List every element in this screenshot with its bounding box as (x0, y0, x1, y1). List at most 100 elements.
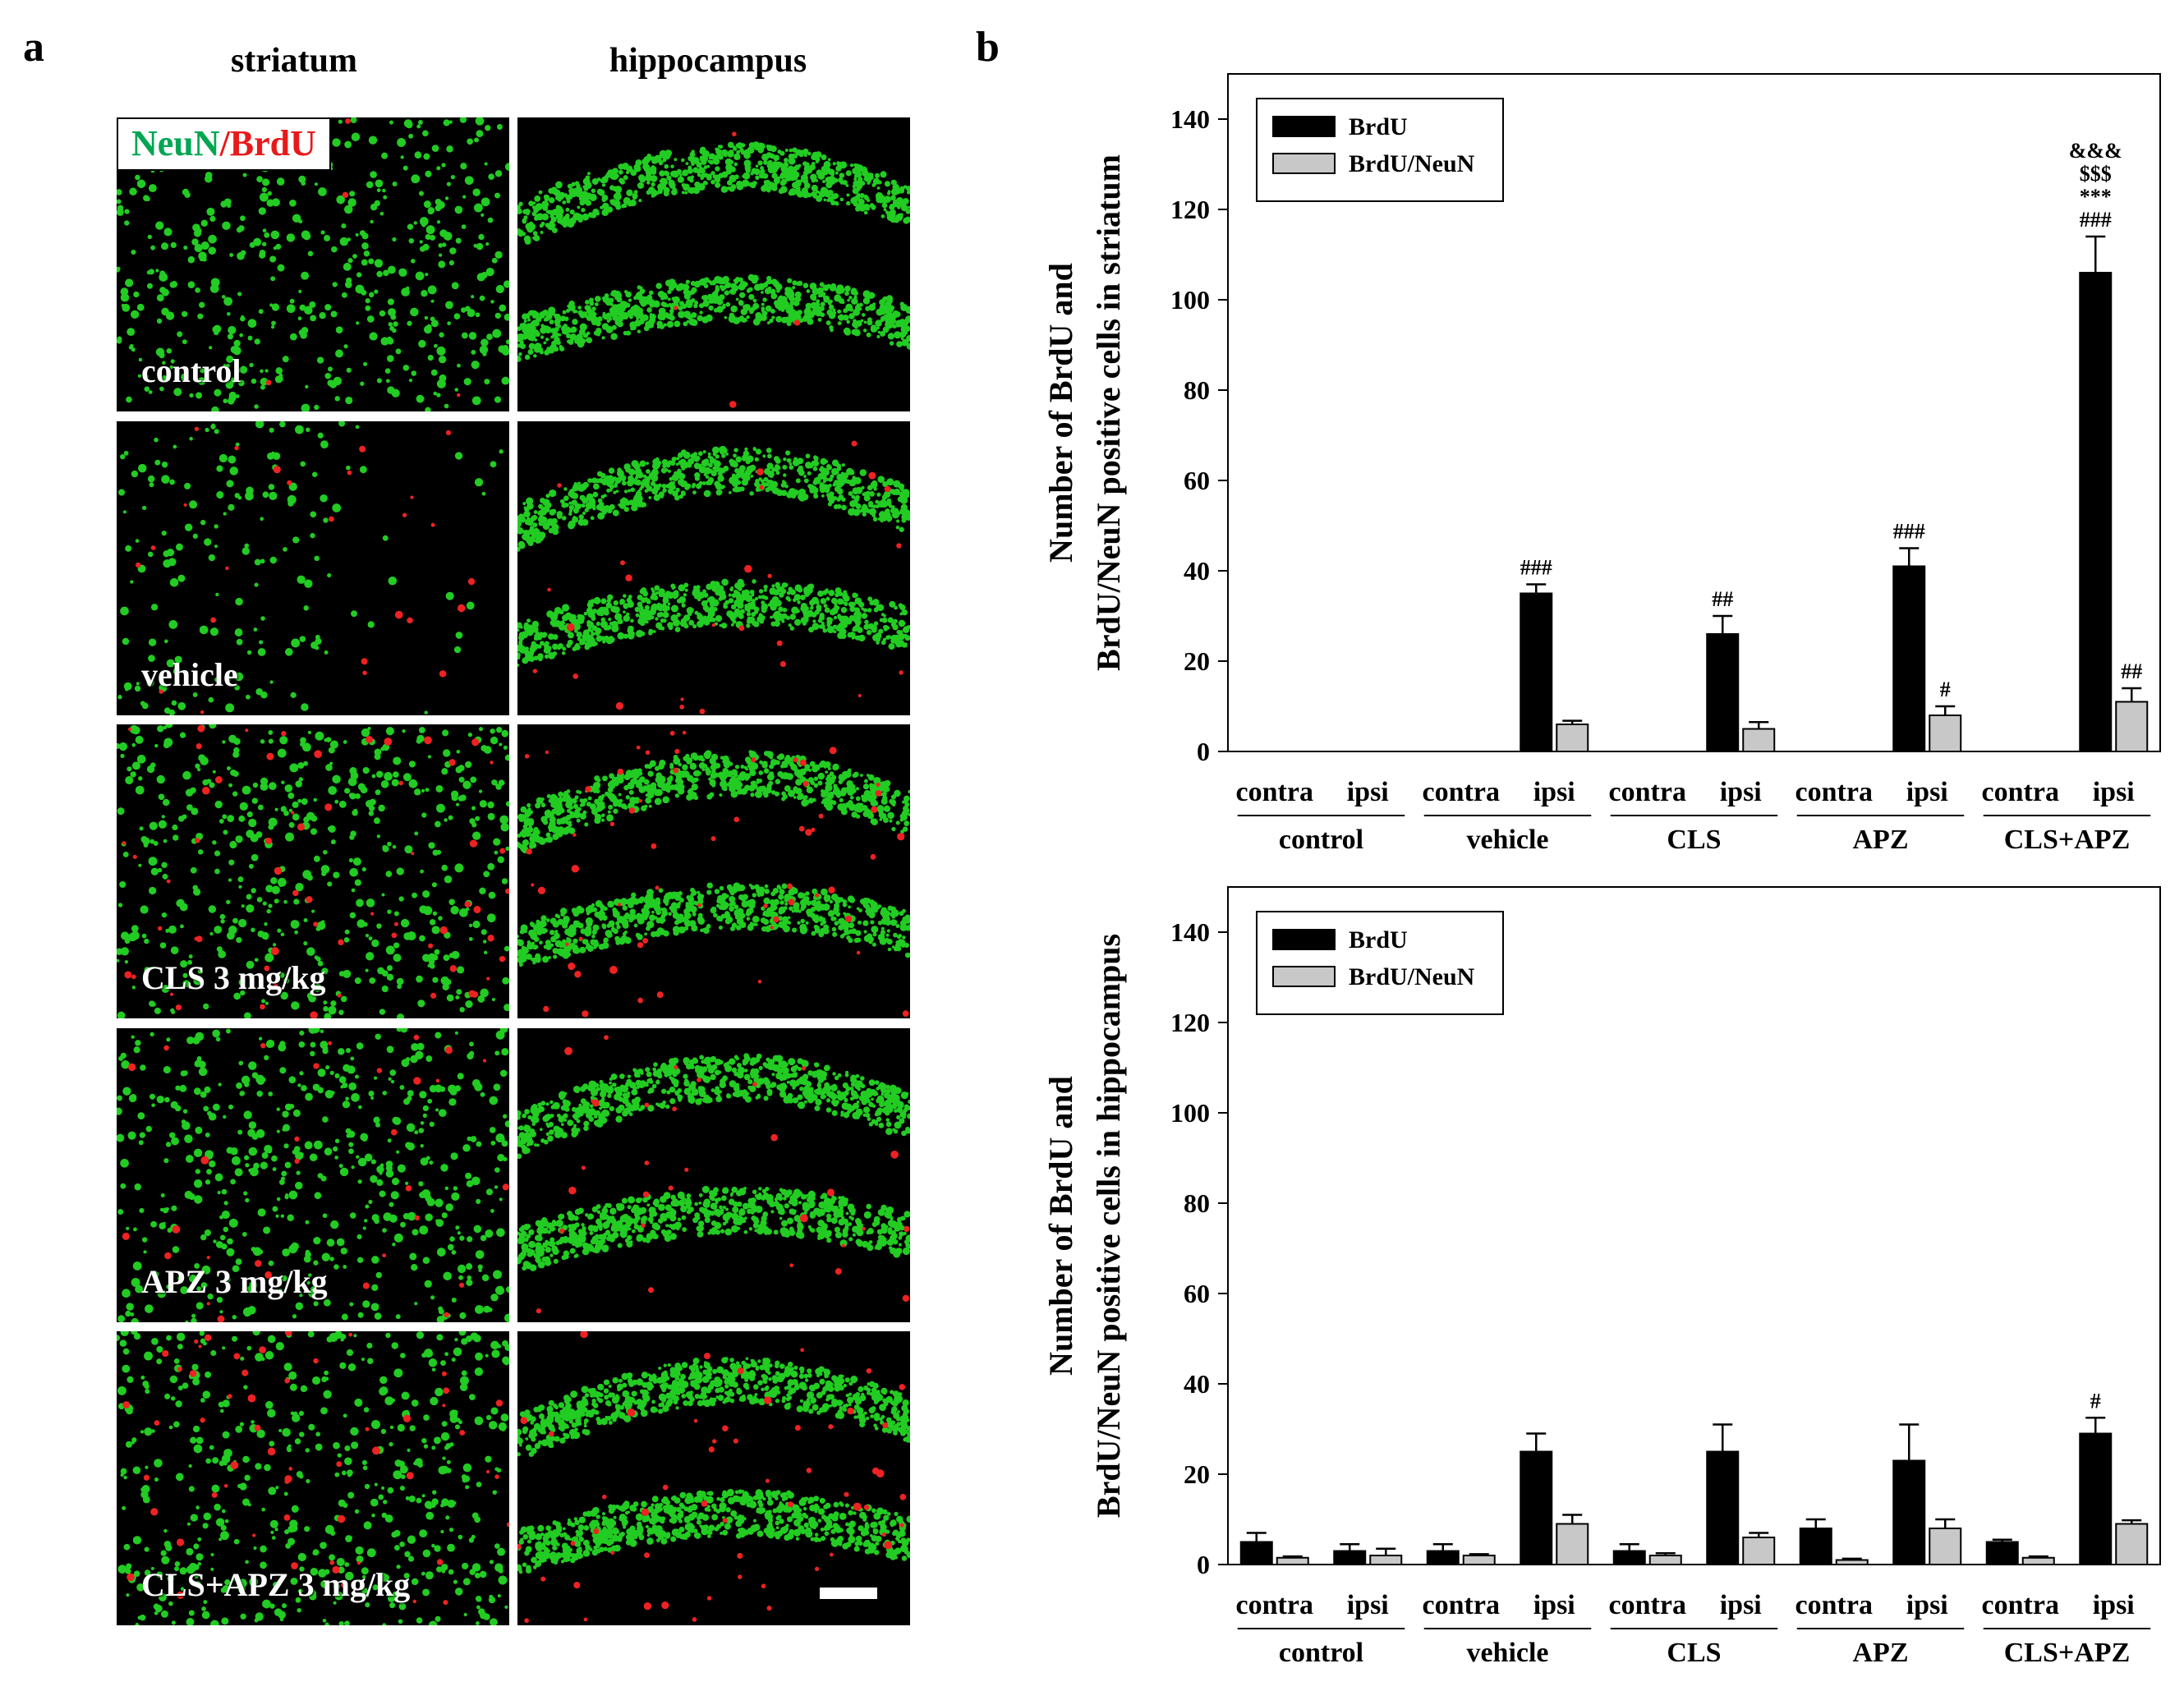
micrograph-image (517, 1331, 910, 1624)
y-tick-label: 120 (1170, 195, 1210, 224)
scale-bar (820, 1588, 877, 1599)
x-side-label: ipsi (2093, 777, 2135, 807)
group-label: CLS (1667, 1638, 1721, 1668)
striatum-bar-chart-svg: 0 20 40 60 80 100 120 140 Number of BrdU and BrdU… (1042, 73, 2161, 855)
brdu-neun-bar (1648, 1555, 1682, 1565)
brdu-neun-bar (1742, 1537, 1776, 1565)
x-side-label: contra (1609, 1590, 1686, 1620)
x-side-label: ipsi (1720, 777, 1762, 807)
brdu-neun-bar (1462, 1555, 1496, 1565)
y-tick-label: 0 (1197, 1550, 1210, 1579)
x-side-label: contra (1795, 777, 1873, 807)
brdu-neun-bar (1369, 1555, 1403, 1565)
y-axis-label-line: BrdU/NeuN positive cells in hippocampus (1090, 934, 1127, 1518)
y-tick-label: 100 (1170, 1098, 1210, 1128)
column-title-hippocampus: hippocampus (609, 42, 807, 80)
legend-box (1256, 911, 1504, 1015)
brdu-bar (2079, 272, 2113, 752)
x-side-label: ipsi (1347, 1590, 1389, 1620)
legend-box (1256, 98, 1504, 202)
striatum-micrograph-row-5: CLS+APZ 3 mg/kg (117, 1331, 509, 1625)
brdu-neun-bar (1556, 1523, 1589, 1565)
micrograph-image (117, 1028, 509, 1322)
brdu-neun-bar (2021, 1556, 2055, 1565)
y-tick-label: 60 (1184, 466, 1210, 495)
x-side-label: ipsi (1906, 1590, 1948, 1620)
brdu-neun-bar (1556, 724, 1589, 752)
micrograph-image (117, 1331, 509, 1625)
brdu-bar (1333, 1550, 1367, 1565)
micrograph-image (117, 724, 509, 1018)
micrograph-image (517, 440, 910, 715)
y-tick-label: 120 (1170, 1008, 1210, 1037)
treatment-label: CLS 3 mg/kg (141, 959, 326, 996)
y-tick-label: 20 (1184, 1459, 1210, 1489)
x-side-label: ipsi (1906, 777, 1948, 807)
hippocampus-micrograph-row-4 (517, 1028, 910, 1322)
y-tick-label: 140 (1170, 104, 1210, 134)
x-side-label: ipsi (1347, 777, 1389, 807)
group-label: control (1279, 825, 1363, 855)
micrograph-image (517, 131, 910, 408)
hippocampus-chart: 0 20 40 60 80 100 120 140 Number of BrdU and BrdU… (1018, 871, 2168, 1688)
hippocampus-micrograph-row-2 (517, 421, 910, 715)
panel-a-letter: a (23, 24, 44, 71)
y-axis-label-line: Number of BrdU and (1042, 263, 1079, 563)
y-axis-label-line: Number of BrdU and (1042, 1076, 1079, 1376)
stain-legend-box: NeuN/BrdU (117, 117, 331, 171)
significance-annotation: # (2090, 1389, 2101, 1413)
hippocampus-micrograph-row-1 (517, 117, 910, 411)
brdu-bar (1892, 1459, 1926, 1565)
treatment-label: APZ 3 mg/kg (141, 1263, 328, 1300)
brdu-neun-bar (1929, 1528, 1962, 1565)
significance-annotation: &&& (2069, 139, 2122, 163)
brdu-neun-bar (1929, 715, 1962, 752)
brdu-bar (1706, 1450, 1740, 1565)
brdu-bar (1612, 1550, 1646, 1565)
plot-frame (1227, 73, 2161, 752)
significance-annotation: # (1940, 678, 1951, 701)
brdu-neun-legend-swatch (1272, 153, 1336, 174)
x-side-label: contra (1236, 1590, 1313, 1620)
brdu-bar (1520, 1450, 1553, 1565)
significance-annotation: $$$ (2080, 162, 2112, 186)
stain-separator: / (219, 123, 230, 163)
striatum-micrograph-row-3: CLS 3 mg/kg (117, 724, 509, 1018)
significance-annotation: ## (2121, 659, 2142, 683)
brdu-bar (1520, 592, 1553, 752)
group-label: CLS+APZ (2004, 825, 2131, 855)
brdu-neun-bar (1835, 1559, 1869, 1565)
legend-label: BrdU/NeuN (1349, 963, 1475, 990)
x-side-label: contra (1982, 777, 2059, 807)
x-side-label: contra (1423, 777, 1500, 807)
group-label: control (1279, 1638, 1363, 1668)
x-side-label: ipsi (1720, 1590, 1762, 1620)
x-side-label: contra (1236, 777, 1313, 807)
hippocampus-micrograph-row-3 (517, 724, 910, 1018)
striatum-chart: 0 20 40 60 80 100 120 140 Number of BrdU and BrdU… (1018, 57, 2168, 875)
brdu-bar (1799, 1528, 1832, 1565)
x-side-label: ipsi (1533, 777, 1575, 807)
significance-annotation: ### (1893, 520, 1925, 544)
brdu-bar (1985, 1541, 2019, 1565)
striatum-micrograph-row-2: vehicle (117, 421, 509, 715)
brdu-bar (1426, 1550, 1460, 1565)
y-tick-label: 0 (1197, 737, 1210, 766)
y-tick-label: 20 (1184, 646, 1210, 676)
y-tick-label: 100 (1170, 285, 1210, 315)
y-tick-label: 140 (1170, 917, 1210, 947)
striatum-micrograph-row-4: APZ 3 mg/kg (117, 1028, 509, 1322)
y-tick-label: 60 (1184, 1279, 1210, 1308)
legend-label: BrdU (1349, 926, 1408, 953)
legend-label: BrdU (1349, 113, 1408, 140)
treatment-label: vehicle (141, 656, 238, 693)
column-title-striatum: striatum (231, 42, 357, 80)
micrograph-image (517, 1035, 910, 1314)
legend-label: BrdU/NeuN (1349, 150, 1475, 177)
brdu-neun-legend-swatch (1272, 966, 1336, 987)
y-tick-label: 80 (1184, 1188, 1210, 1218)
treatment-label: CLS+APZ 3 mg/kg (141, 1566, 411, 1603)
x-side-label: contra (1982, 1590, 2059, 1620)
significance-annotation: ### (1520, 556, 1552, 580)
brdu-neun-bar (1742, 728, 1776, 752)
